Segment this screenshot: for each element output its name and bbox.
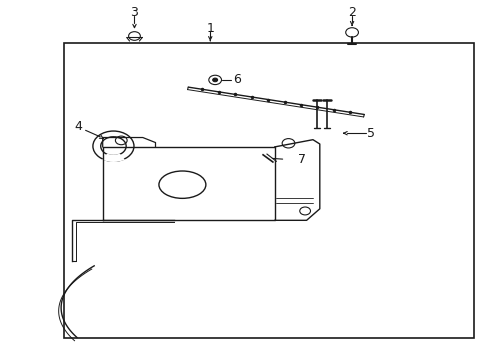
Text: 5: 5 [366, 127, 374, 140]
Wedge shape [102, 153, 124, 162]
Text: 4: 4 [74, 120, 82, 133]
Text: 1: 1 [206, 22, 214, 35]
Bar [63, 43, 473, 338]
Text: 6: 6 [233, 73, 241, 86]
Text: 2: 2 [347, 6, 355, 19]
Circle shape [212, 78, 217, 82]
Text: 7: 7 [298, 153, 305, 166]
Text: 3: 3 [130, 6, 138, 19]
